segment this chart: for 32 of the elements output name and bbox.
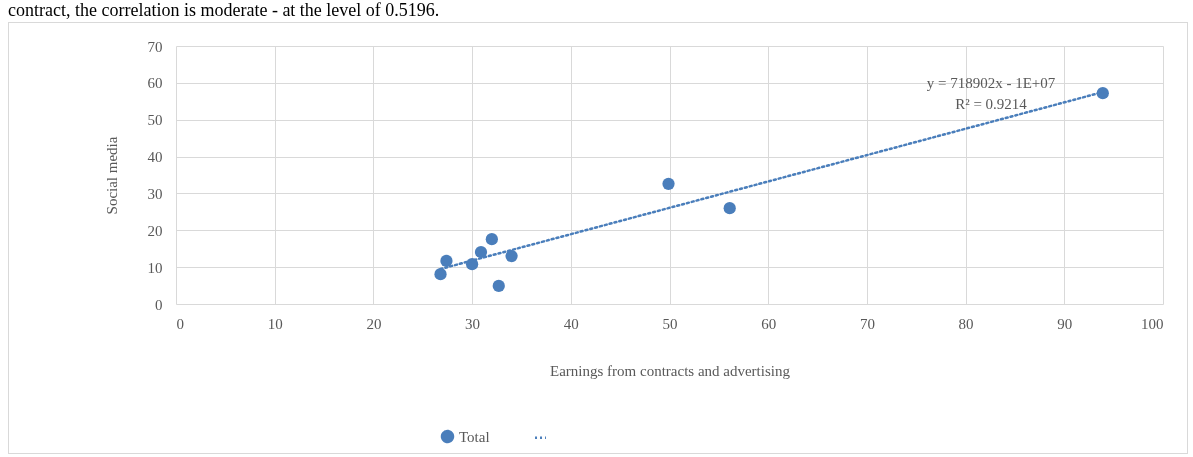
annotation: y = 718902x - 1E+07 <box>926 75 1056 91</box>
annotation: R² = 0.9214 <box>955 96 1028 112</box>
point <box>440 254 453 267</box>
point <box>485 233 498 246</box>
y-tick-label: 50 <box>147 112 163 129</box>
y-tick-label: 10 <box>147 259 163 276</box>
point <box>505 249 518 263</box>
point <box>723 202 736 215</box>
point <box>492 279 505 293</box>
x-tick-label: 50 <box>662 315 678 332</box>
x-tick-label: 90 <box>1057 315 1073 332</box>
x-tick-label: 70 <box>859 315 875 332</box>
point <box>662 177 675 190</box>
y-tick-label: 60 <box>147 75 163 92</box>
x-axis-title: Earnings from contracts and advertising <box>550 362 791 379</box>
y-tick-label: 40 <box>147 149 163 166</box>
x-tick-label: 80 <box>958 315 974 332</box>
y-tick-label: 0 <box>155 296 163 313</box>
x-tick-label: 0 <box>176 315 184 332</box>
x-tick-label: 10 <box>267 315 283 332</box>
y-tick-label: 20 <box>147 222 163 239</box>
y-axis-title: Social media <box>103 136 120 215</box>
x-tick-label: 20 <box>366 315 382 332</box>
text: contract, the correlation is moderate - at the level of 0.5196. <box>7 0 441 22</box>
point <box>474 245 488 259</box>
x-tick-label: 60 <box>761 315 777 332</box>
y-tick-label: 30 <box>147 185 163 202</box>
x-tick-label: 30 <box>465 315 481 332</box>
x-tick-label: 100 <box>1141 315 1164 332</box>
x-tick-label: 40 <box>563 315 579 332</box>
y-tick-label: 70 <box>147 38 163 55</box>
legend-label: Total <box>459 428 490 445</box>
